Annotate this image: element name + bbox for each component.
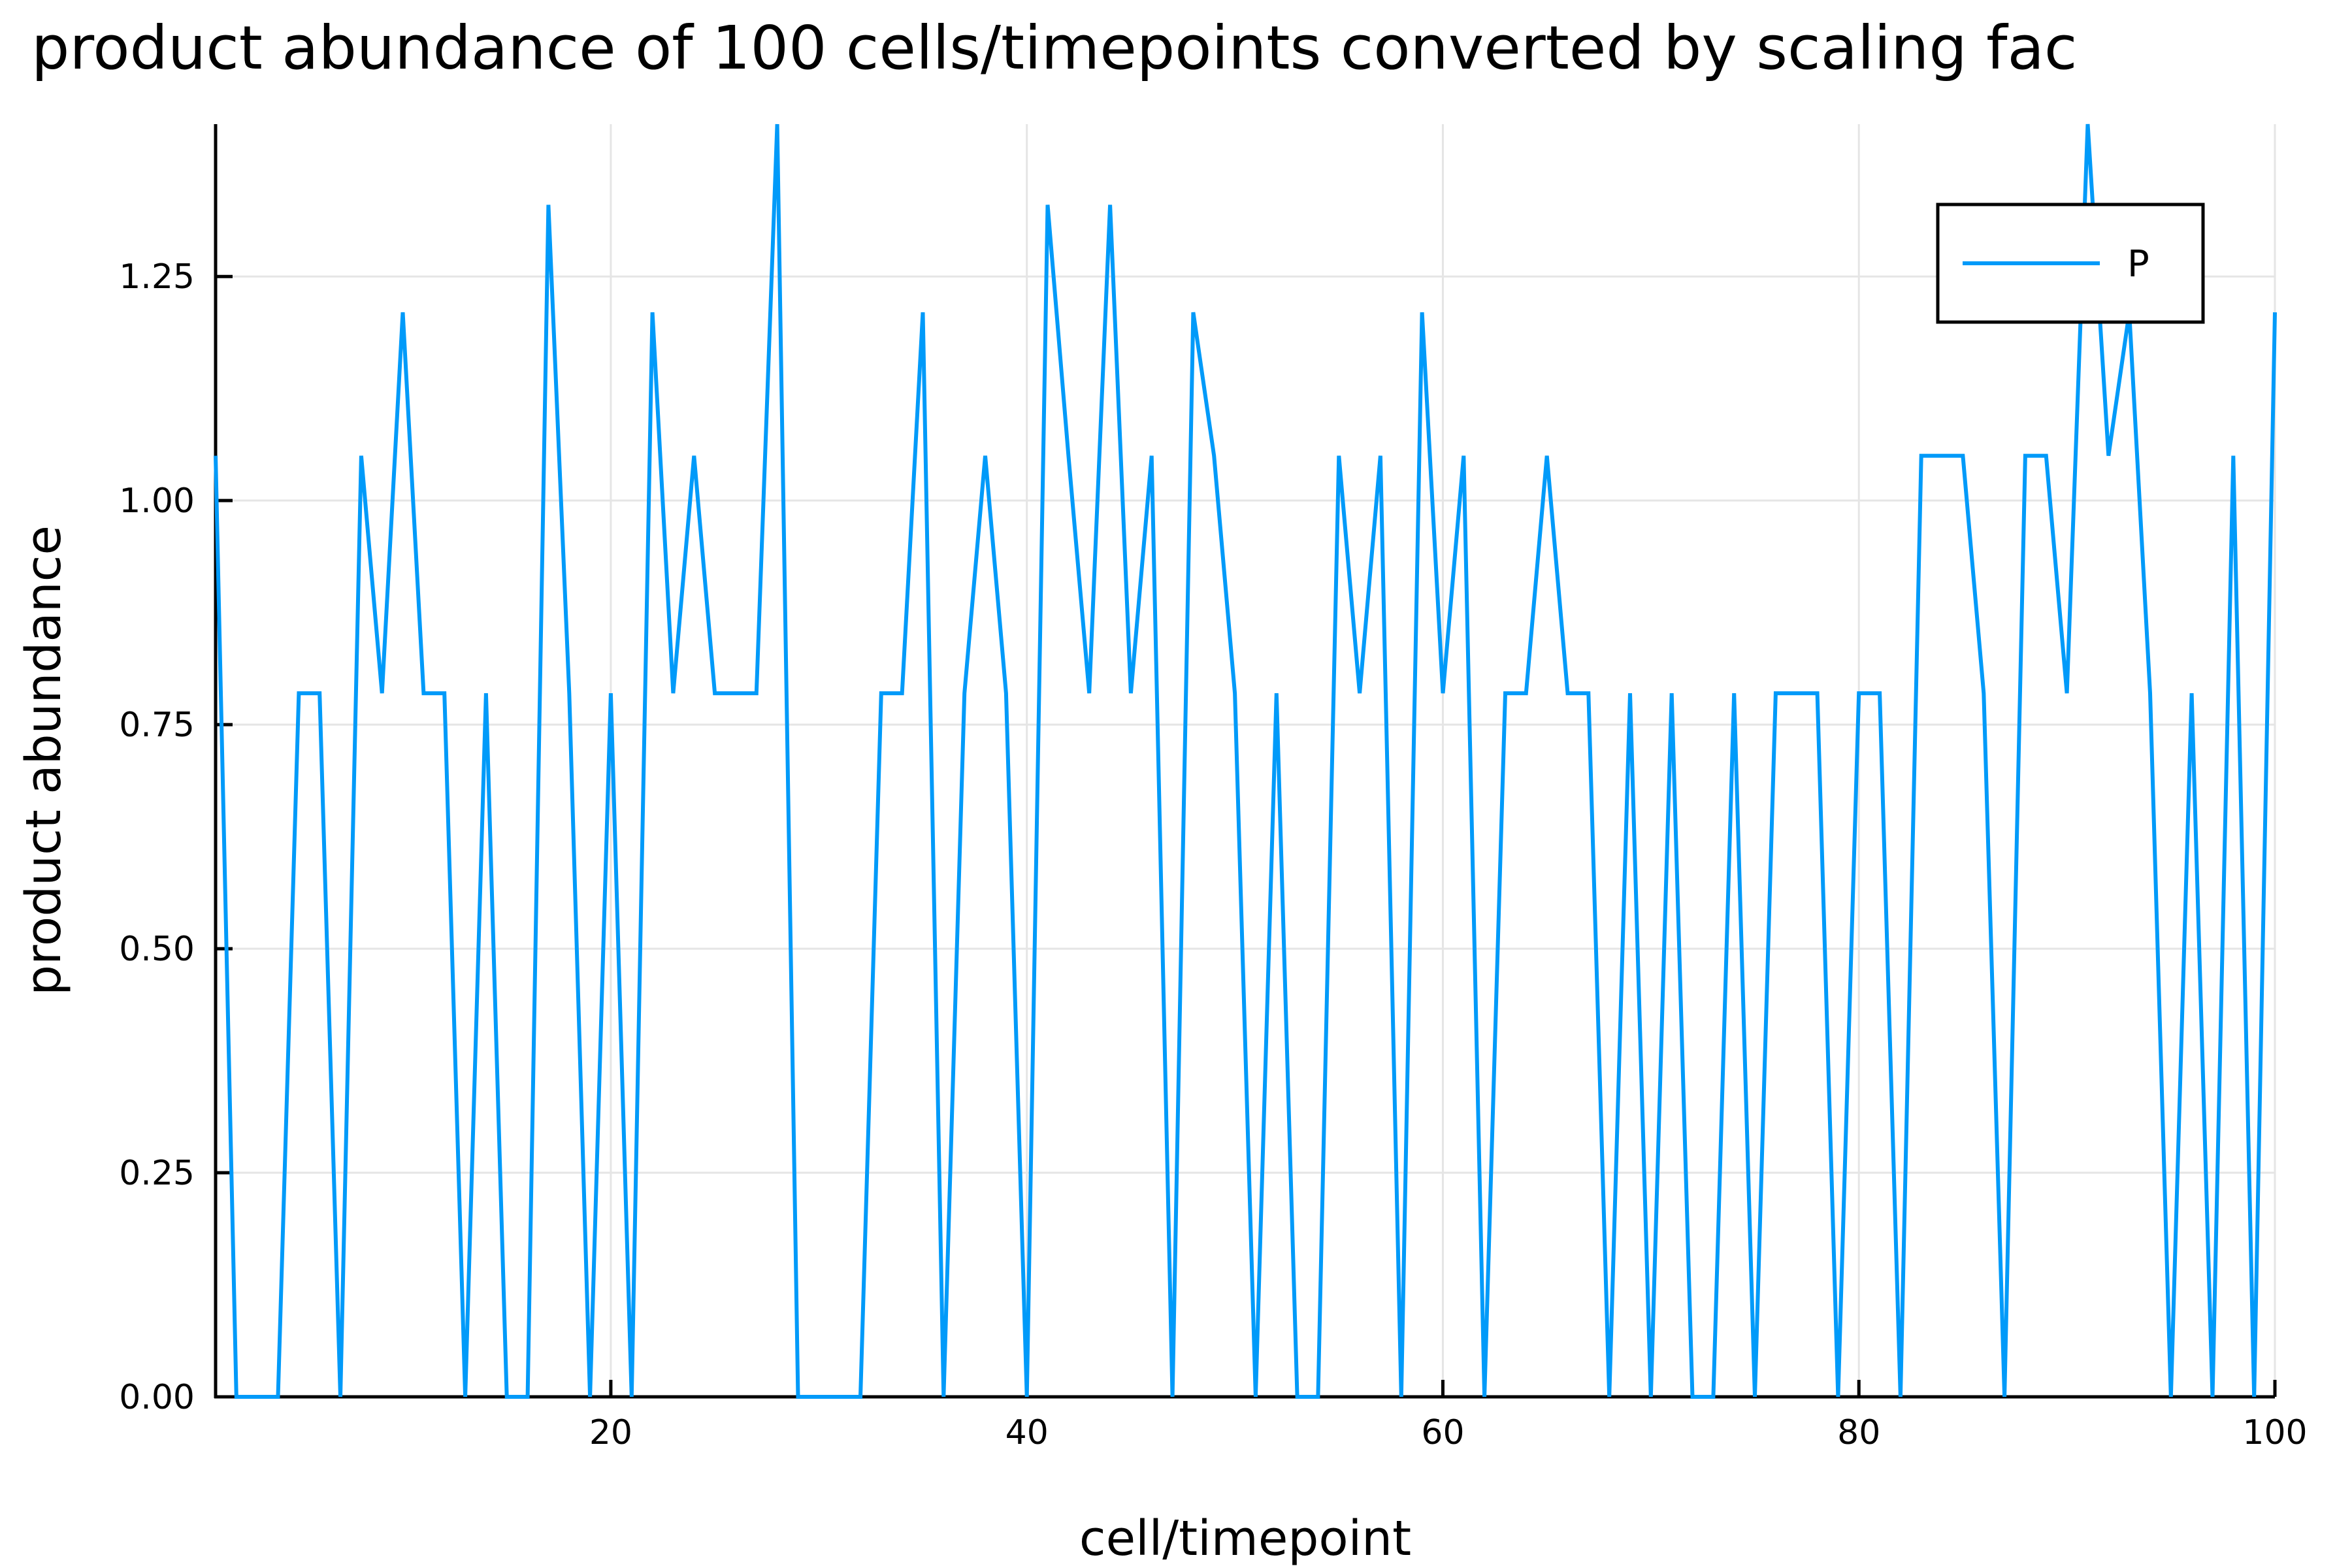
- legend: P: [1936, 203, 2205, 324]
- y-tick-label: 0.50: [119, 930, 195, 969]
- y-tick-label: 0.75: [119, 706, 195, 745]
- x-tick-label: 80: [1837, 1413, 1880, 1452]
- y-tick-label: 1.00: [119, 482, 195, 521]
- y-tick-label: 0.00: [119, 1378, 195, 1417]
- chart-title: product abundance of 100 cells/timepoint…: [31, 13, 2077, 83]
- y-axis-label: product abundance: [16, 525, 72, 996]
- series-line-p: [214, 123, 2277, 1399]
- y-tick-label: 1.25: [119, 257, 195, 297]
- x-tick-label: 40: [1005, 1413, 1049, 1452]
- axes-layer: 20 40 60 80 100 0.00 0.25 0.50 0.75 1.00 1.25: [119, 124, 2308, 1452]
- x-axis-label: cell/timepoint: [1079, 1511, 1411, 1567]
- x-tick-label: 100: [2242, 1413, 2307, 1452]
- y-tick-label: 0.25: [119, 1154, 195, 1193]
- x-tick-label: 20: [589, 1413, 632, 1452]
- series-layer: [214, 123, 2277, 1399]
- legend-label-p: P: [2127, 243, 2149, 286]
- x-tick-label: 60: [1421, 1413, 1464, 1452]
